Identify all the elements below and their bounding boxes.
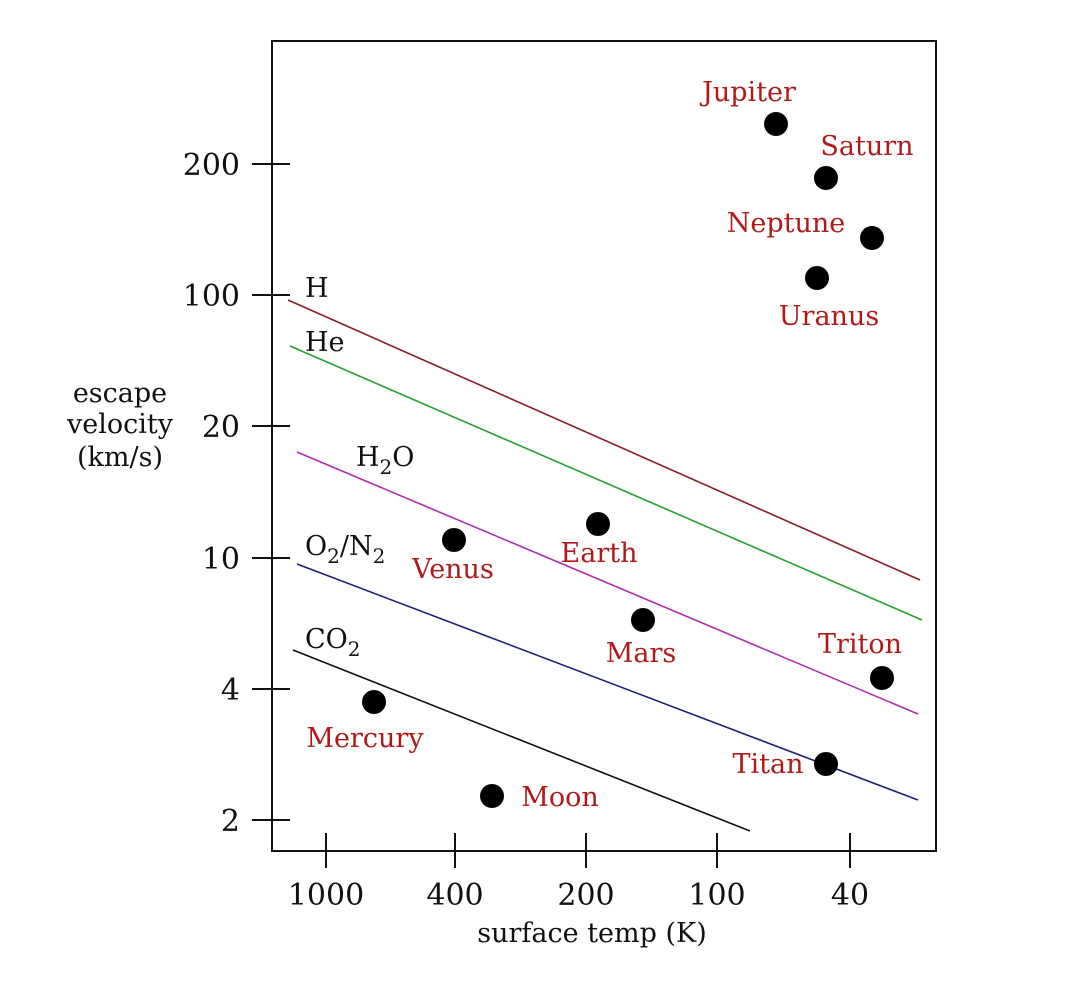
planet-point <box>480 784 504 808</box>
x-tick-label: 200 <box>557 878 614 913</box>
planet-label: Earth <box>561 538 638 569</box>
planet-label: Titan <box>733 749 804 780</box>
planet-point <box>362 690 386 714</box>
y-tick-label: 100 <box>183 279 240 314</box>
escape-line <box>289 345 923 621</box>
planet-labels: Jupiter Saturn Neptune Uranus Earth Venus Mars… <box>306 77 913 813</box>
y-tick-label: 10 <box>202 542 240 577</box>
planet-point <box>814 166 838 190</box>
planet-point <box>586 512 610 536</box>
planet-label: Uranus <box>779 301 879 332</box>
x-axis: 1000 400 200 100 40 <box>288 833 869 913</box>
y-tick-label: 4 <box>221 673 240 708</box>
escape-line-label: O2/N2 <box>305 531 385 568</box>
escape-line-label: H <box>305 273 329 304</box>
x-axis-title: surface temp (K) <box>477 918 706 949</box>
plot-frame <box>271 40 937 852</box>
planet-point <box>764 112 788 136</box>
planet-label: Triton <box>818 629 902 660</box>
planet-label: Venus <box>411 554 494 585</box>
y-tick-label: 200 <box>183 148 240 183</box>
planet-point <box>805 266 829 290</box>
escape-lines: H He H2O O2/N2 CO2 <box>287 273 923 832</box>
planet-points <box>362 112 894 808</box>
escape-line <box>292 649 751 832</box>
y-axis-title-line2: velocity <box>66 409 174 440</box>
planet-label: Neptune <box>727 208 846 239</box>
x-tick-label: 1000 <box>288 878 364 913</box>
planet-point <box>860 226 884 250</box>
escape-line-label: H2O <box>356 442 414 479</box>
planet-point <box>814 752 838 776</box>
escape-line-label: CO2 <box>305 624 361 661</box>
escape-line <box>287 299 921 581</box>
y-axis: 2 4 10 20 100 200 <box>183 148 290 839</box>
planet-point <box>442 528 466 552</box>
planet-label: Mars <box>606 638 677 669</box>
planet-label: Jupiter <box>699 77 796 108</box>
planet-point <box>870 666 894 690</box>
planet-label: Moon <box>521 782 599 813</box>
planet-label: Saturn <box>820 131 913 162</box>
y-axis-title-line3: (km/s) <box>77 442 163 473</box>
y-tick-label: 2 <box>221 804 240 839</box>
x-tick-label: 100 <box>688 878 745 913</box>
x-tick-label: 400 <box>426 878 483 913</box>
planet-label: Mercury <box>306 723 424 754</box>
y-tick-label: 20 <box>202 410 240 445</box>
y-axis-title-line1: escape <box>73 378 167 409</box>
x-tick-label: 40 <box>831 878 869 913</box>
escape-line <box>296 451 919 715</box>
escape-line-label: He <box>305 327 345 358</box>
planet-point <box>631 608 655 632</box>
